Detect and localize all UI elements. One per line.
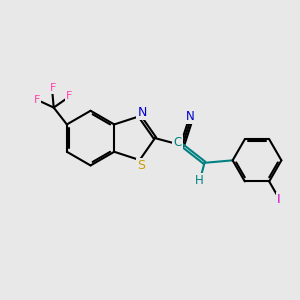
Text: C: C: [173, 136, 181, 149]
Text: N: N: [186, 110, 195, 123]
Text: F: F: [66, 91, 73, 101]
Text: N: N: [137, 106, 147, 118]
Text: H: H: [195, 174, 204, 187]
Text: F: F: [50, 83, 56, 93]
Text: S: S: [137, 159, 145, 172]
Text: F: F: [34, 95, 41, 105]
Text: I: I: [277, 194, 281, 206]
